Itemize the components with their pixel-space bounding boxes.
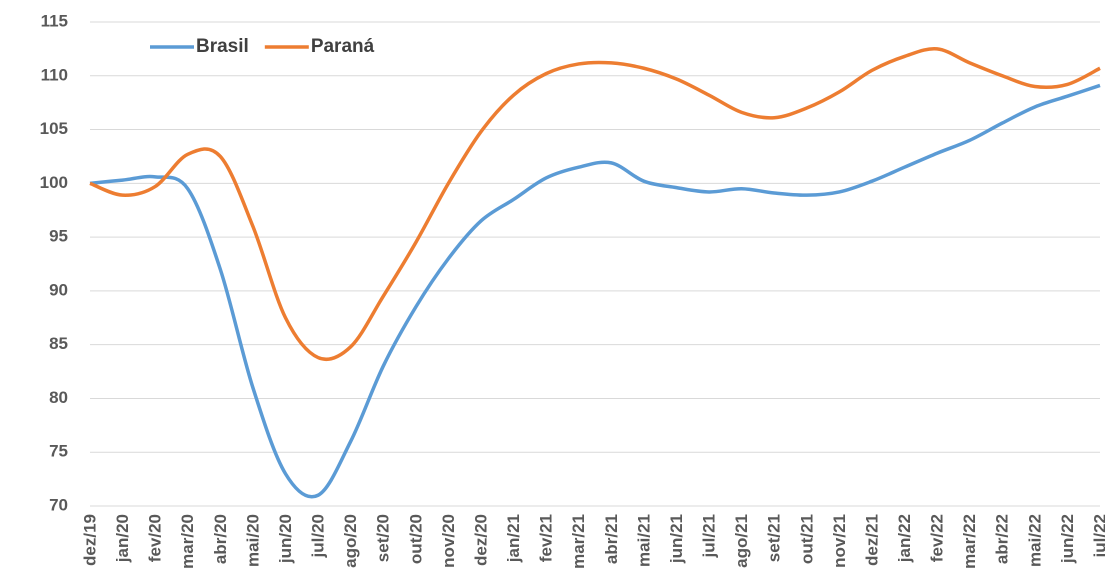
x-tick-label: jan/22 <box>895 514 914 563</box>
x-tick-label: mai/20 <box>243 514 262 567</box>
x-tick-label: jul/20 <box>309 514 328 558</box>
x-tick-label: ago/20 <box>341 514 360 568</box>
y-tick-label: 70 <box>49 495 68 514</box>
series-line <box>89 83 1101 499</box>
x-tick-label: dez/20 <box>471 514 490 566</box>
x-tick-label: nov/21 <box>830 514 849 568</box>
x-tick-label: mai/22 <box>1025 514 1044 567</box>
x-tick-label: mar/22 <box>960 514 979 569</box>
x-tick-label: jun/21 <box>667 514 686 564</box>
series-line <box>89 47 1101 362</box>
x-tick-label: abr/22 <box>993 514 1012 564</box>
x-tick-label: dez/21 <box>862 514 881 566</box>
x-tick-label: set/21 <box>765 514 784 562</box>
x-tick-label: jun/22 <box>1058 514 1077 564</box>
y-tick-label: 90 <box>49 280 68 299</box>
x-tick-label: out/20 <box>406 514 425 564</box>
x-tick-label: fev/20 <box>146 514 165 562</box>
x-tick-label: dez/19 <box>80 514 99 566</box>
x-tick-label: mar/20 <box>178 514 197 569</box>
y-tick-label: 75 <box>49 442 68 461</box>
x-tick-label: set/20 <box>374 514 393 562</box>
y-tick-label: 85 <box>49 334 68 353</box>
x-tick-label: fev/21 <box>537 514 556 562</box>
legend-label: Brasil <box>196 36 249 57</box>
y-tick-label: 105 <box>40 119 68 138</box>
legend-label: Paraná <box>311 36 375 57</box>
legend: Brasil Paraná <box>150 36 375 57</box>
x-tick-label: out/21 <box>797 514 816 564</box>
x-tick-label: abr/21 <box>602 514 621 564</box>
y-tick-label: 95 <box>49 227 68 246</box>
x-tick-label: abr/20 <box>211 514 230 564</box>
x-tick-label: mar/21 <box>569 514 588 569</box>
y-tick-label: 80 <box>49 388 68 407</box>
x-tick-label: nov/20 <box>439 514 458 568</box>
x-tick-label: jul/21 <box>700 514 719 558</box>
y-tick-label: 115 <box>41 11 68 30</box>
x-tick-label: fev/22 <box>928 514 947 562</box>
x-tick-label: jan/20 <box>113 514 132 563</box>
x-tick-label: jun/20 <box>276 514 295 564</box>
x-tick-label: jul/22 <box>1090 514 1105 558</box>
y-tick-label: 100 <box>40 173 68 192</box>
x-tick-label: jan/21 <box>504 514 523 563</box>
x-tick-label: ago/21 <box>732 514 751 568</box>
x-tick-label: mai/21 <box>634 514 653 567</box>
y-tick-label: 110 <box>41 65 68 84</box>
